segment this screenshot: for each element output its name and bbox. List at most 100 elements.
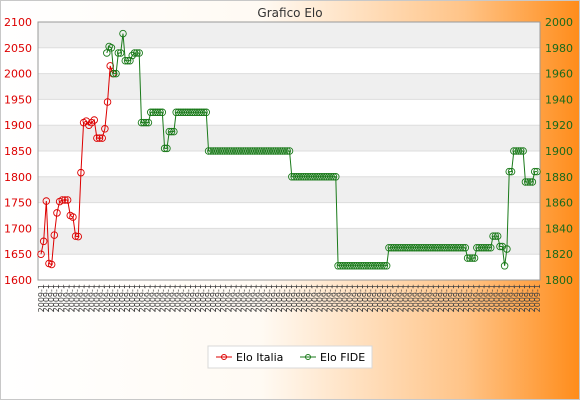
- x-tick-label: 2009-1: [503, 284, 512, 312]
- data-point: [82, 117, 90, 125]
- right-tick-label: 1860: [545, 197, 573, 210]
- x-tick-label: 2009-1: [437, 284, 446, 312]
- x-tick-label: 2009-1: [37, 284, 46, 312]
- chart-title: Grafico Elo: [257, 6, 322, 20]
- x-tick-label: 2009-1: [174, 284, 183, 312]
- x-tick-label: 2009-1: [406, 284, 415, 312]
- x-tick-label: 2009-1: [98, 284, 107, 312]
- data-point: [112, 69, 120, 78]
- data-point: [133, 49, 141, 57]
- data-point: [526, 178, 534, 186]
- x-tick-label: 2009-1: [77, 284, 86, 312]
- left-axis: 1600 1650 1700 1750 1800 1850 1900 1950 2000 2050…: [4, 16, 32, 287]
- x-tick-label: 2009-1: [467, 284, 476, 312]
- series-elo-fide: [103, 29, 541, 270]
- data-point: [128, 51, 136, 60]
- data-point: [74, 232, 83, 241]
- data-point: [197, 108, 206, 117]
- data-point: [461, 243, 470, 252]
- data-point: [482, 243, 490, 252]
- x-tick-label: 2009-1: [189, 284, 198, 312]
- right-tick-label: 1980: [545, 42, 573, 55]
- data-point: [200, 108, 208, 117]
- x-tick-label: 2009-1: [250, 284, 259, 312]
- x-tick-label: 2009-1: [295, 284, 304, 312]
- data-point: [153, 108, 162, 117]
- data-point: [123, 56, 132, 65]
- x-tick-label: 2009-1: [62, 284, 71, 312]
- x-tick-label: 2009-1: [325, 284, 334, 312]
- data-point: [87, 118, 96, 127]
- data-point: [160, 144, 169, 153]
- right-axis: 1800 1820 1840 1860 1880 1900 1920 1940 1960 1980…: [545, 16, 573, 287]
- x-tick-label: 2009-1: [315, 284, 324, 312]
- data-point: [163, 144, 171, 153]
- x-tick-label: 2009-1: [376, 284, 385, 312]
- data-point: [496, 242, 504, 251]
- x-tick-label: 2009-1: [523, 284, 532, 312]
- legend-marker-elo-fide: [305, 354, 311, 360]
- data-point: [493, 232, 502, 240]
- x-tick-label: 2009-1: [209, 284, 218, 312]
- x-tick-label: 2009-1: [331, 284, 340, 312]
- x-tick-label: 2009-1: [508, 284, 517, 312]
- data-point: [39, 237, 48, 246]
- x-tick-label: 2009-1: [255, 284, 264, 312]
- right-tick-label: 1920: [545, 119, 573, 132]
- plot-frame: [37, 21, 541, 281]
- x-tick-label: 2009-1: [305, 284, 314, 312]
- data-point: [466, 254, 474, 262]
- data-point: [382, 262, 391, 270]
- x-tick-label: 2009-1: [128, 284, 137, 312]
- data-point: [484, 243, 493, 252]
- x-tick-label: 2009-1: [417, 284, 426, 312]
- data-point: [530, 167, 539, 176]
- x-tick-label: 2009-1: [351, 284, 360, 312]
- right-tick-label: 1940: [545, 93, 573, 106]
- x-tick-label: 2009-1: [513, 284, 522, 312]
- left-tick-label: 1950: [4, 93, 32, 106]
- x-tick-label: 2009-1: [57, 284, 66, 312]
- x-tick-label: 2009-1: [432, 284, 441, 312]
- left-tick-label: 2100: [4, 16, 32, 29]
- left-tick-label: 1850: [4, 145, 32, 158]
- x-tick-label: 2009-1: [265, 284, 274, 312]
- x-axis: 2009-12009-12009-12009-12009-12009-12009…: [37, 284, 542, 312]
- data-point: [519, 147, 527, 155]
- right-tick-label: 1840: [545, 222, 573, 235]
- x-tick-label: 2009-1: [118, 284, 127, 312]
- left-tick-label: 1700: [4, 222, 32, 235]
- x-tick-label: 2009-1: [158, 284, 167, 312]
- x-tick-label: 2009-1: [234, 284, 243, 312]
- data-point: [498, 242, 507, 251]
- data-point: [202, 108, 210, 117]
- plot-band: [38, 176, 540, 203]
- data-point: [281, 147, 289, 155]
- x-tick-label: 2009-1: [143, 284, 152, 312]
- data-point: [285, 147, 294, 155]
- x-tick-label: 2009-1: [148, 284, 157, 312]
- x-tick-label: 2009-1: [108, 284, 117, 312]
- x-tick-label: 2009-1: [275, 284, 284, 312]
- x-tick-label: 2009-1: [361, 284, 370, 312]
- x-tick-label: 2009-1: [457, 284, 466, 312]
- data-point: [69, 213, 77, 221]
- x-tick-label: 2009-1: [47, 284, 56, 312]
- x-tick-label: 2009-1: [477, 284, 486, 312]
- right-tick-label: 1820: [545, 248, 573, 261]
- data-point: [116, 49, 125, 57]
- x-tick-label: 2009-1: [462, 284, 471, 312]
- left-tick-label: 1750: [4, 197, 32, 210]
- data-point: [90, 116, 98, 124]
- data-point: [37, 250, 45, 258]
- data-point: [126, 56, 134, 65]
- x-tick-label: 2009-1: [224, 284, 233, 312]
- data-point: [101, 125, 109, 133]
- left-tick-label: 1650: [4, 248, 32, 261]
- x-tick-label: 2009-1: [270, 284, 279, 312]
- data-point: [95, 134, 104, 142]
- data-point: [130, 49, 139, 57]
- data-point: [528, 178, 537, 186]
- x-tick-label: 2009-1: [493, 284, 502, 312]
- data-point: [103, 49, 111, 57]
